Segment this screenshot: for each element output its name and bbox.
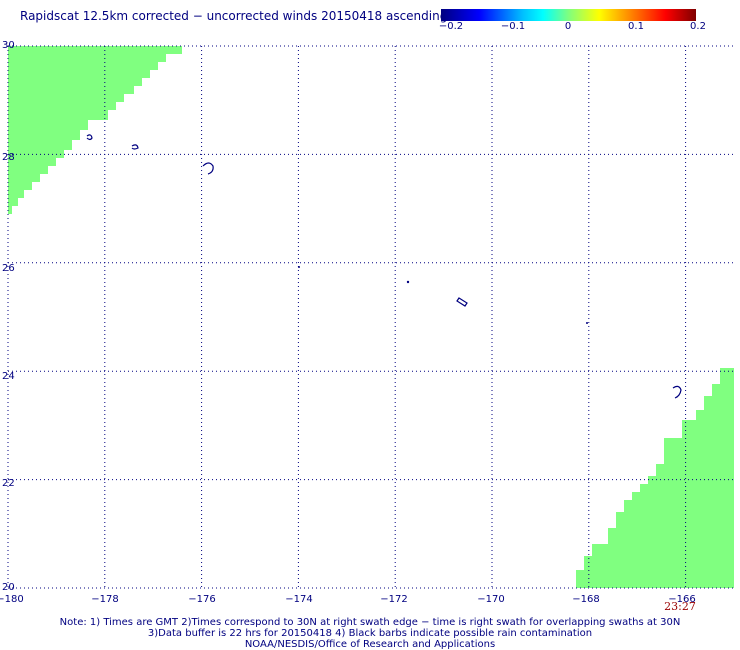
lat-label-20: 20 bbox=[2, 582, 15, 593]
lon-label-168: −168 bbox=[572, 594, 599, 605]
contour-1 bbox=[86, 134, 93, 141]
swath-upper-left bbox=[8, 46, 182, 222]
lon-label-178: −178 bbox=[91, 594, 118, 605]
lat-label-30: 30 bbox=[2, 40, 15, 51]
lat-label-28: 28 bbox=[2, 152, 15, 163]
map-title: Rapidscat 12.5km corrected − uncorrected… bbox=[20, 9, 448, 23]
wind-contours bbox=[86, 134, 682, 399]
colorbar-label-2: 0 bbox=[564, 21, 572, 32]
colorbar-label-0: −0.2 bbox=[438, 21, 464, 32]
lat-label-22: 22 bbox=[2, 478, 15, 489]
lon-label-166: −166 bbox=[668, 594, 695, 605]
lon-label-172: −172 bbox=[380, 594, 407, 605]
footnote-line-2: 3)Data buffer is 22 hrs for 20150418 4) … bbox=[147, 628, 593, 639]
contour-dot-3 bbox=[298, 266, 300, 268]
lat-label-26: 26 bbox=[2, 263, 15, 274]
swath-lower-right bbox=[576, 368, 734, 588]
contour-dot-2 bbox=[586, 322, 588, 324]
contour-dot-1 bbox=[406, 280, 410, 284]
contour-4 bbox=[456, 297, 468, 307]
contour-2 bbox=[131, 144, 139, 150]
contour-5 bbox=[672, 385, 682, 399]
colorbar-label-3: 0.1 bbox=[628, 21, 644, 32]
footnote-line-3: NOAA/NESDIS/Office of Research and Appli… bbox=[244, 639, 496, 650]
color-scale-bar bbox=[441, 9, 696, 21]
swath-time-label: 23:27 bbox=[664, 600, 696, 613]
lat-label-24: 24 bbox=[2, 371, 15, 382]
lon-label-180: −180 bbox=[0, 594, 24, 605]
lon-label-170: −170 bbox=[477, 594, 504, 605]
lon-label-174: −174 bbox=[285, 594, 312, 605]
colorbar-label-1: −0.1 bbox=[500, 21, 526, 32]
contour-3 bbox=[202, 162, 214, 175]
colorbar-label-4: 0.2 bbox=[690, 21, 706, 32]
footnote-line-1: Note: 1) Times are GMT 2)Times correspon… bbox=[59, 617, 681, 628]
graticule-grid bbox=[7, 45, 734, 589]
lon-label-176: −176 bbox=[188, 594, 215, 605]
